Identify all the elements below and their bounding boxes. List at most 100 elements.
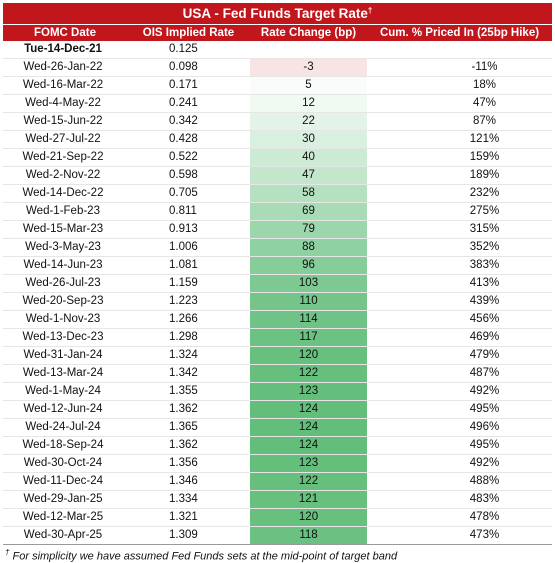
fomc-date-cell: Wed-15-Jun-22 [3,112,127,131]
table-row: Wed-2-Nov-22 0.598 47 189% [3,166,552,185]
fomc-date-cell: Wed-1-Feb-23 [3,202,127,221]
fomc-date-cell: Wed-26-Jul-23 [3,274,127,293]
rate-change-cell: 123 [250,382,367,401]
cum-priced-cell: 275% [367,202,552,221]
rate-change-cell: -3 [250,58,367,77]
table-row: Wed-20-Sep-23 1.223 110 439% [3,292,552,311]
fomc-date-cell: Wed-14-Jun-23 [3,256,127,275]
fomc-date-cell: Wed-2-Nov-22 [3,166,127,185]
rate-change-cell: 118 [250,526,367,545]
ois-rate-cell: 1.365 [127,418,250,437]
cum-priced-cell: 487% [367,364,552,383]
table-row: Wed-27-Jul-22 0.428 30 121% [3,130,552,149]
ois-rate-cell: 1.159 [127,274,250,293]
rate-change-cell: 124 [250,418,367,437]
cum-priced-cell: 495% [367,436,552,455]
table-row: Wed-30-Apr-25 1.309 118 473% [3,526,552,545]
table-row: Wed-12-Jun-24 1.362 124 495% [3,400,552,419]
fomc-date-cell: Wed-12-Mar-25 [3,508,127,527]
rate-change-cell: 122 [250,364,367,383]
table-row: Tue-14-Dec-21 0.125 [3,41,552,59]
table-row: Wed-30-Oct-24 1.356 123 492% [3,454,552,473]
fomc-date-cell: Wed-24-Jul-24 [3,418,127,437]
footnote-dagger: † [5,548,10,557]
table-body: Tue-14-Dec-21 0.125 Wed-26-Jan-22 0.098 -3 -1… [3,41,552,545]
fomc-date-cell: Wed-21-Sep-22 [3,148,127,167]
cum-priced-cell: 495% [367,400,552,419]
footnote: † For simplicity we have assumed Fed Fun… [3,548,552,563]
fomc-date-cell: Wed-20-Sep-23 [3,292,127,311]
cum-priced-cell: 18% [367,76,552,95]
cum-priced-cell: 232% [367,184,552,203]
table-row: Wed-26-Jan-22 0.098 -3 -11% [3,58,552,77]
cum-priced-cell: 473% [367,526,552,545]
ois-rate-cell: 1.321 [127,508,250,527]
table-row: Wed-18-Sep-24 1.362 124 495% [3,436,552,455]
cum-priced-cell: 159% [367,148,552,167]
rate-change-cell: 122 [250,472,367,491]
ois-rate-cell: 1.346 [127,472,250,491]
ois-rate-cell: 0.522 [127,148,250,167]
fomc-date-cell: Wed-11-Dec-24 [3,472,127,491]
ois-rate-cell: 1.356 [127,454,250,473]
table-row: Wed-12-Mar-25 1.321 120 478% [3,508,552,527]
table-row: Wed-29-Jan-25 1.334 121 483% [3,490,552,509]
cum-priced-cell: 456% [367,310,552,329]
cum-priced-cell [367,41,552,59]
cum-priced-cell: -11% [367,58,552,77]
rate-change-cell: 69 [250,202,367,221]
ois-rate-cell: 0.705 [127,184,250,203]
fomc-date-cell: Wed-1-May-24 [3,382,127,401]
ois-rate-cell: 1.298 [127,328,250,347]
fomc-date-cell: Wed-18-Sep-24 [3,436,127,455]
rate-change-cell: 120 [250,508,367,527]
table-row: Wed-31-Jan-24 1.324 120 479% [3,346,552,365]
ois-rate-cell: 1.362 [127,436,250,455]
footnote-text: For simplicity we have assumed Fed Funds… [12,550,398,563]
fomc-date-cell: Wed-30-Oct-24 [3,454,127,473]
table-title-text: USA - Fed Funds Target Rate [182,6,368,21]
cum-priced-cell: 469% [367,328,552,347]
title-dagger: † [367,6,373,15]
cum-priced-cell: 496% [367,418,552,437]
fomc-date-cell: Wed-13-Dec-23 [3,328,127,347]
ois-rate-cell: 0.342 [127,112,250,131]
table-row: Wed-1-May-24 1.355 123 492% [3,382,552,401]
ois-rate-cell: 1.266 [127,310,250,329]
rate-change-cell: 123 [250,454,367,473]
cum-priced-cell: 479% [367,346,552,365]
rate-change-cell: 121 [250,490,367,509]
fomc-date-cell: Wed-1-Nov-23 [3,310,127,329]
ois-rate-cell: 1.342 [127,364,250,383]
cum-priced-cell: 439% [367,292,552,311]
ois-rate-cell: 1.223 [127,292,250,311]
table-row: Wed-1-Nov-23 1.266 114 456% [3,310,552,329]
rate-change-cell: 22 [250,112,367,131]
ois-rate-cell: 1.355 [127,382,250,401]
rate-change-cell [250,41,367,59]
ois-rate-cell: 1.334 [127,490,250,509]
ois-rate-cell: 0.913 [127,220,250,239]
table-row: Wed-15-Jun-22 0.342 22 87% [3,112,552,131]
ois-rate-cell: 0.241 [127,94,250,113]
table-row: Wed-11-Dec-24 1.346 122 488% [3,472,552,491]
header-cum-priced: Cum. % Priced In (25bp Hike) [367,24,552,41]
fomc-date-cell: Wed-13-Mar-24 [3,364,127,383]
fomc-date-cell: Wed-16-Mar-22 [3,76,127,95]
cum-priced-cell: 492% [367,382,552,401]
cum-priced-cell: 383% [367,256,552,275]
ois-rate-cell: 0.098 [127,58,250,77]
ois-rate-cell: 0.125 [127,41,250,59]
rate-change-cell: 124 [250,400,367,419]
ois-rate-cell: 1.309 [127,526,250,545]
cum-priced-cell: 47% [367,94,552,113]
fomc-date-cell: Wed-26-Jan-22 [3,58,127,77]
rate-table-panel: USA - Fed Funds Target Rate† FOMC Date O… [3,3,552,563]
ois-rate-cell: 0.598 [127,166,250,185]
rate-change-cell: 96 [250,256,367,275]
table-row: Wed-14-Jun-23 1.081 96 383% [3,256,552,275]
rate-change-cell: 30 [250,130,367,149]
fomc-date-cell: Wed-29-Jan-25 [3,490,127,509]
rate-change-cell: 58 [250,184,367,203]
rate-change-cell: 117 [250,328,367,347]
